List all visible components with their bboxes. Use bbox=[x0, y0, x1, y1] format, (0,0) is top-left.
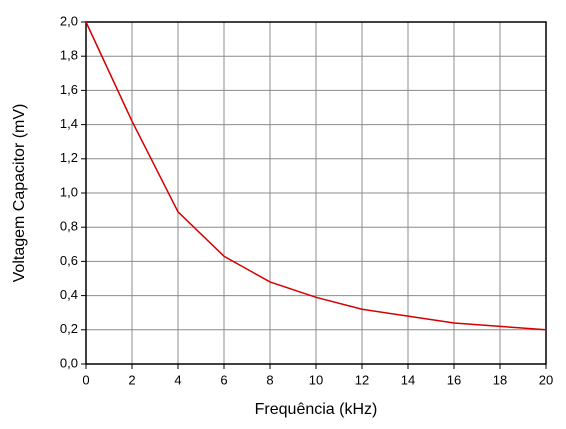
y-tick-label: 0,6 bbox=[60, 253, 78, 268]
x-tick-label: 2 bbox=[128, 372, 135, 387]
x-tick-label: 14 bbox=[401, 372, 415, 387]
x-tick-label: 18 bbox=[493, 372, 507, 387]
y-axis-title: Voltagem Capacitor (mV) bbox=[11, 104, 28, 283]
x-tick-label: 16 bbox=[447, 372, 461, 387]
y-tick-label: 1,8 bbox=[60, 48, 78, 63]
x-tick-label: 10 bbox=[309, 372, 323, 387]
x-tick-label: 6 bbox=[220, 372, 227, 387]
x-tick-label: 20 bbox=[539, 372, 553, 387]
x-axis-title: Frequência (kHz) bbox=[255, 401, 378, 418]
x-tick-label: 4 bbox=[174, 372, 181, 387]
y-tick-label: 0,2 bbox=[60, 321, 78, 336]
x-tick-label: 8 bbox=[266, 372, 273, 387]
y-tick-label: 1,0 bbox=[60, 184, 78, 199]
y-tick-label: 1,2 bbox=[60, 150, 78, 165]
plot-frame bbox=[85, 21, 547, 365]
y-tick-label: 0,8 bbox=[60, 219, 78, 234]
y-tick-label: 0,4 bbox=[60, 287, 78, 302]
y-tick-label: 2,0 bbox=[60, 13, 78, 28]
y-tick-label: 1,4 bbox=[60, 116, 78, 131]
data-line bbox=[85, 21, 547, 331]
x-tick-label: 12 bbox=[355, 372, 369, 387]
x-tick-label: 0 bbox=[82, 372, 89, 387]
y-tick-label: 1,6 bbox=[60, 82, 78, 97]
y-tick-label: 0,0 bbox=[60, 355, 78, 370]
